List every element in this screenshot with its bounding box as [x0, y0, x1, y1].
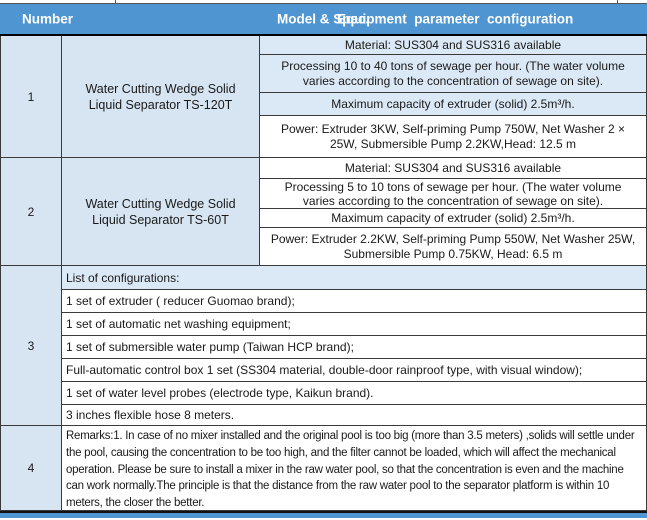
param-cell-material: Material: SUS304 and SUS316 available	[260, 158, 646, 179]
col-header-number: Number	[22, 11, 74, 27]
param-stack: Material: SUS304 and SUS316 available Pr…	[260, 36, 646, 157]
config-item-cell: List of configurations:	[62, 266, 646, 290]
param-stack: Material: SUS304 and SUS316 available Pr…	[260, 158, 646, 265]
cutoff-next-header-strip	[0, 513, 647, 518]
config-item-cell: 3 inches flexible hose 8 meters.	[62, 405, 646, 425]
config-item-cell: Full-automatic control box 1 set (SS304 …	[62, 359, 646, 382]
gridline-tick	[115, 0, 116, 4]
table-row: 4 Remarks:1. In case of no mixer install…	[1, 426, 646, 511]
gridline-strip-top	[0, 0, 647, 4]
col-header-model-spec: Model & Spec.	[277, 11, 370, 27]
config-item-cell: 1 set of automatic net washing equipment…	[62, 313, 646, 336]
model-cell: Water Cutting Wedge Solid Liquid Separat…	[62, 158, 260, 265]
table-row: 2 Water Cutting Wedge Solid Liquid Separ…	[1, 158, 646, 266]
col-header-equipment: Equipment parameter configuration	[337, 11, 574, 27]
remarks-cell: Remarks:1. In case of no mixer installed…	[62, 426, 646, 510]
config-item-cell: 1 set of water level probes (electrode t…	[62, 382, 646, 405]
row-number-cell: 1	[1, 36, 62, 157]
row-number-cell: 2	[1, 158, 62, 265]
table-body: 1 Water Cutting Wedge Solid Liquid Separ…	[0, 36, 647, 511]
row-number-cell: 3	[1, 266, 62, 425]
table-header-row: Number Model & Spec. Equipment parameter…	[0, 4, 647, 36]
gridline-tick	[617, 0, 618, 4]
config-list-stack: List of configurations: 1 set of extrude…	[62, 266, 646, 425]
param-cell-processing: Processing 10 to 40 tons of sewage per h…	[260, 55, 646, 93]
param-cell-capacity: Maximum capacity of extruder (solid) 2.5…	[260, 93, 646, 116]
table-row: 3 List of configurations: 1 set of extru…	[1, 266, 646, 426]
table-row: 1 Water Cutting Wedge Solid Liquid Separ…	[1, 36, 646, 158]
param-cell-processing: Processing 5 to 10 tons of sewage per ho…	[260, 179, 646, 209]
param-cell-power: Power: Extruder 3KW, Self-priming Pump 7…	[260, 116, 646, 157]
table-bottom-border	[0, 511, 647, 513]
config-item-cell: 1 set of submersible water pump (Taiwan …	[62, 336, 646, 359]
param-cell-material: Material: SUS304 and SUS316 available	[260, 36, 646, 55]
param-cell-capacity: Maximum capacity of extruder (solid) 2.5…	[260, 209, 646, 228]
param-cell-power: Power: Extruder 2.2KW, Self-priming Pump…	[260, 228, 646, 265]
row-number-cell: 4	[1, 426, 62, 510]
model-cell: Water Cutting Wedge Solid Liquid Separat…	[62, 36, 260, 157]
config-item-cell: 1 set of extruder ( reducer Guomao brand…	[62, 290, 646, 313]
